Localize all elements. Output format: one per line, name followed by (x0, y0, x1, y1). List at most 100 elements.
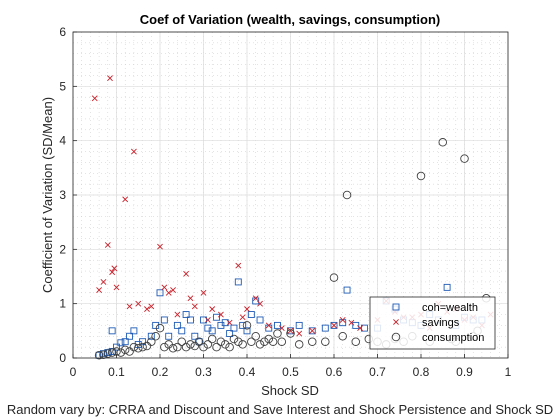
point-circle (225, 342, 234, 352)
point-circle (251, 332, 260, 341)
point-x (265, 322, 272, 329)
x-tick-label: 0.3 (195, 365, 212, 379)
point-circle (416, 171, 426, 181)
point-x-stroke (165, 289, 172, 296)
point-circle (116, 348, 126, 357)
point-circle (120, 345, 130, 355)
point-x-stroke (122, 196, 129, 203)
point-x (339, 317, 346, 323)
point-x (126, 303, 133, 310)
point-circle (321, 337, 330, 346)
point-x (235, 262, 242, 269)
point-circle (342, 190, 352, 200)
point-x-stroke (200, 289, 207, 296)
x-axis-label: Shock SD (261, 383, 319, 398)
point-square (178, 327, 186, 335)
point-x (96, 287, 103, 294)
point-circle (242, 321, 252, 330)
point-square (173, 321, 181, 329)
point-x (239, 314, 246, 321)
point-x (135, 300, 142, 307)
point-x (257, 300, 263, 307)
point-square (160, 316, 168, 324)
point-square (226, 330, 234, 337)
point-square (234, 278, 242, 286)
point-x-stroke (130, 148, 137, 155)
point-x-stroke (111, 265, 118, 272)
point-x-stroke (296, 330, 303, 337)
y-tick-label: 2 (59, 242, 66, 256)
point-circle (238, 340, 247, 349)
point-circle (338, 332, 347, 341)
point-x-stroke (244, 306, 250, 313)
point-square (443, 283, 451, 291)
point-circle (133, 343, 143, 353)
point-x-stroke (339, 317, 346, 323)
chart-title: Coef of Variation (wealth, savings, cons… (140, 12, 440, 27)
point-square (165, 332, 173, 340)
point-x-stroke (148, 303, 155, 310)
point-square (147, 332, 155, 340)
point-x (174, 311, 181, 318)
point-circle (181, 342, 191, 352)
legend-marker-x (393, 319, 399, 325)
point-x (100, 279, 107, 285)
point-square (343, 286, 351, 294)
point-x (107, 75, 113, 82)
point-x (161, 284, 168, 291)
point-square (117, 339, 125, 347)
point-circle (190, 341, 200, 351)
point-x-stroke (278, 325, 285, 332)
point-x (200, 289, 207, 296)
y-tick-label: 0 (59, 351, 66, 365)
point-circle (264, 334, 274, 344)
point-circle (277, 337, 287, 346)
point-square (230, 324, 238, 332)
point-circle (103, 349, 113, 358)
point-x-stroke (252, 295, 259, 302)
point-circle (294, 340, 304, 349)
x-tick-label: 0.1 (108, 365, 125, 379)
point-x-stroke (287, 327, 294, 334)
point-circle (129, 342, 139, 352)
point-x (226, 319, 233, 326)
point-x (113, 284, 120, 291)
point-x (111, 265, 118, 272)
point-x (357, 325, 364, 332)
point-circle (94, 351, 104, 360)
point-x-stroke (239, 314, 246, 321)
point-square (130, 327, 138, 335)
y-axis-label: Coefficient of Variation (SD/Mean) (40, 97, 55, 293)
x-tick-label: 0 (70, 365, 77, 379)
point-square (247, 311, 255, 318)
point-circle (308, 337, 317, 346)
point-x (91, 95, 98, 102)
point-circle (99, 350, 108, 359)
point-x-stroke (91, 95, 98, 102)
footer-note: Random vary by: CRRA and Discount and Sa… (7, 402, 553, 417)
legend-label-savings: savings (422, 317, 460, 329)
point-circle (177, 337, 186, 346)
x-tick-label: 0.4 (239, 365, 256, 379)
point-x (209, 306, 216, 313)
point-square (256, 316, 264, 324)
point-x (144, 306, 150, 313)
point-x-stroke (183, 270, 190, 277)
y-tick-label: 1 (59, 297, 66, 311)
point-x-stroke (144, 306, 150, 313)
legend-marker-circle (391, 332, 401, 342)
point-square (191, 332, 199, 340)
point-circle (460, 154, 469, 163)
point-square (134, 340, 142, 348)
point-circle (151, 332, 160, 341)
x-tick-label: 0.8 (413, 365, 430, 379)
point-x-stroke (109, 269, 116, 276)
point-circle (203, 340, 213, 349)
point-square (330, 321, 338, 329)
point-x-stroke (265, 322, 272, 329)
point-square (152, 321, 160, 329)
point-square (108, 327, 116, 335)
legend-markers (391, 303, 401, 342)
point-x-stroke (235, 262, 242, 269)
point-circle (199, 342, 208, 352)
